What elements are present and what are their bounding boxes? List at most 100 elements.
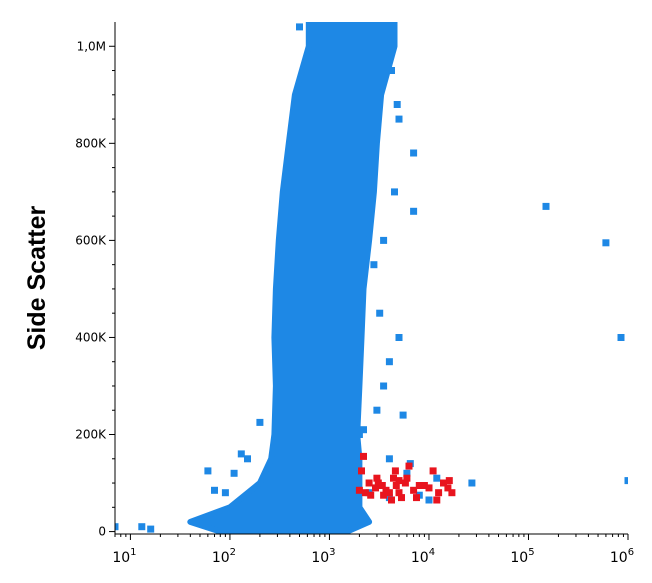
x-tick-label: 105 [510,547,534,566]
x-tick-label: 103 [311,547,335,566]
gated-event-point [395,477,403,485]
event-point [355,431,363,438]
event-point [388,67,395,74]
gated-event-point [392,482,400,489]
x-tick-exponent: 3 [329,547,335,558]
gated-event-point [444,484,452,492]
event-point [380,236,388,244]
event-point [365,91,373,99]
event-point [624,477,628,485]
event-point [351,358,359,366]
x-tick-base: 10 [610,550,628,566]
density-band-layer [187,22,398,534]
gated-event-point [445,477,453,485]
y-axis-label: Side Scatter [23,205,51,350]
event-point [380,382,388,390]
y-tick-label: 600K [75,233,107,247]
event-point [147,525,155,533]
x-tick-base: 10 [112,550,130,566]
x-tick-base: 10 [411,550,429,566]
gated-event-point [391,467,399,475]
event-point [367,178,375,186]
x-tick-label: 104 [411,547,435,566]
gated-event-point [388,496,395,504]
gated-event-point [410,486,418,494]
event-point [617,334,625,341]
points-layer [115,23,628,533]
event-point [355,42,363,50]
event-point [115,523,119,531]
x-tick-exponent: 4 [429,547,435,558]
axes-layer [114,22,628,535]
event-point [237,450,245,458]
event-point [351,52,359,60]
gated-event-point [440,479,447,487]
event-point [399,411,407,419]
event-point [602,239,610,247]
event-point [410,207,418,215]
gated-event-point [355,486,363,494]
gated-event-point [395,489,403,497]
gated-event-point [425,484,433,492]
event-point [395,115,403,123]
gated-event-point [398,494,405,502]
event-point [385,358,393,366]
gated-event-point [361,489,369,497]
gated-event-point [360,452,367,460]
x-tick-exponent: 6 [628,547,634,558]
gated-event-point [374,479,382,487]
event-point [385,455,393,463]
event-point [360,426,367,434]
gated-event-point [415,482,423,489]
event-point [348,236,356,244]
x-tick-exponent: 5 [528,547,534,558]
x-tick-label: 101 [112,547,136,566]
gated-event-point [358,467,365,475]
y-tick-label: 400K [75,330,107,344]
gated-event-point [372,484,379,492]
event-point [204,467,212,475]
x-tick-exponent: 1 [130,547,136,558]
gated-event-point [435,489,443,497]
event-point [410,149,418,157]
density-band [187,22,398,534]
event-point [230,469,238,477]
event-point [425,496,433,504]
gated-event-point [405,462,413,470]
event-point [433,474,441,482]
gated-event-point [378,482,386,489]
event-point [138,523,146,531]
event-point [373,406,381,414]
event-point [244,455,251,463]
event-point [361,23,369,31]
event-point [256,418,264,426]
y-tick-label: 200K [75,428,107,442]
event-point [395,334,403,341]
gated-event-point [367,491,375,499]
x-tick-exponent: 2 [230,547,236,558]
y-tick-label: 1,0M [77,39,106,53]
event-point [542,202,550,210]
y-tick-label: 0 [98,525,106,539]
gated-event-point [365,479,373,487]
event-point [221,489,229,497]
y-tick-label: 800K [75,136,107,150]
event-point [370,261,378,269]
event-point [391,188,398,196]
event-point [403,469,411,477]
gated-event-point [429,467,437,475]
x-tick-label: 106 [610,547,634,566]
x-tick-base: 10 [311,550,329,566]
x-tick-base: 10 [212,550,230,566]
gated-event-point [380,491,388,499]
gated-event-point [373,474,381,482]
gated-event-point [448,489,456,497]
gated-event-point [390,474,397,482]
x-tick-base: 10 [510,550,528,566]
event-point [325,23,333,31]
gated-event-point [401,479,409,487]
gated-event-point [433,496,441,504]
